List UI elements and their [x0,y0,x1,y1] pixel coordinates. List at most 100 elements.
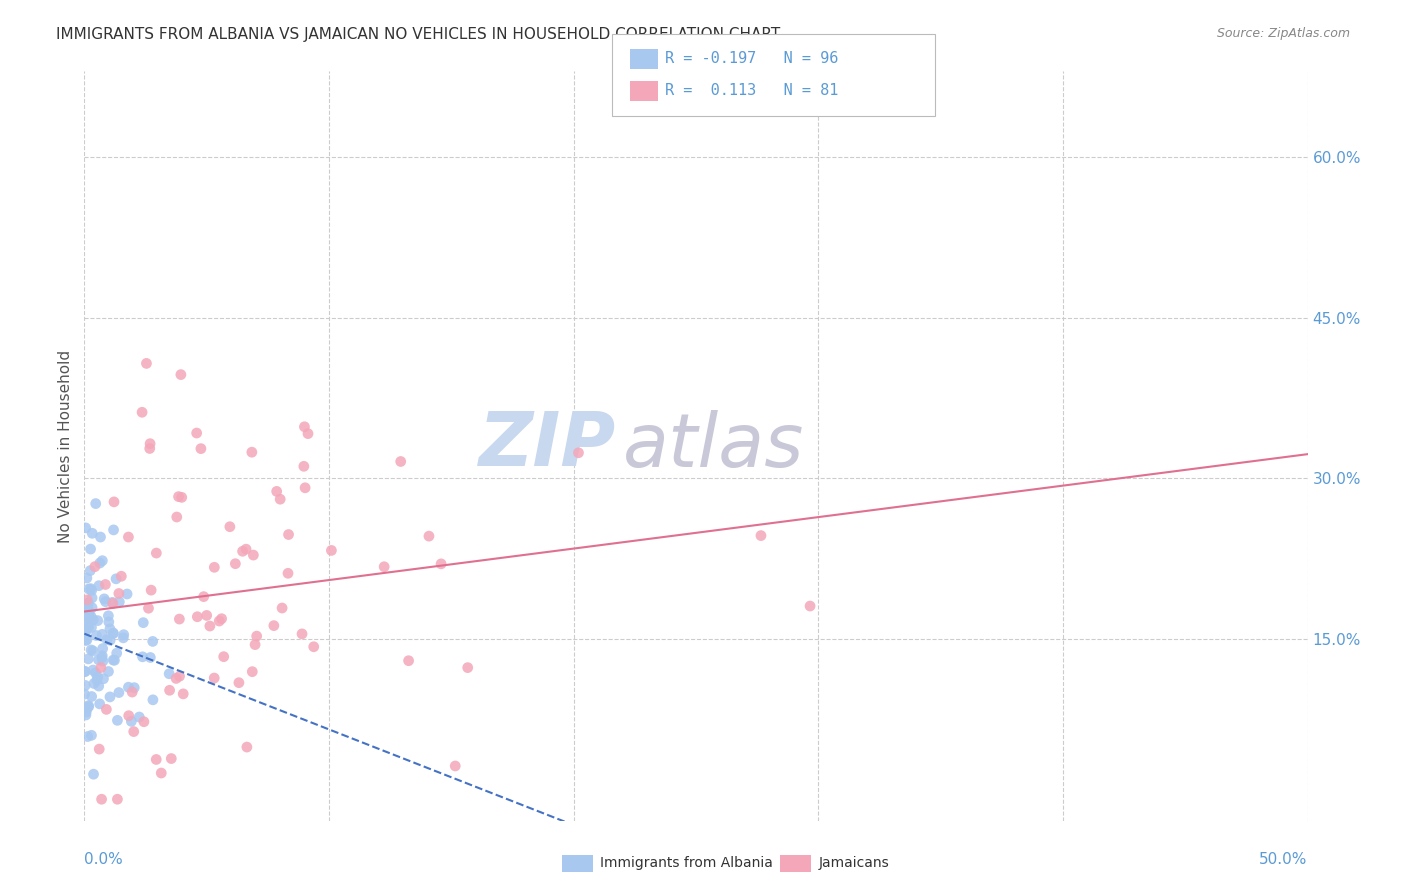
Immigrants from Albania [94,595,117,609]
Immigrants from Albania [83,767,105,781]
Immigrants from Albania [76,610,98,624]
Immigrants from Albania [91,641,114,656]
Immigrants from Albania [98,690,121,704]
Immigrants from Albania [96,632,118,647]
Jamaicans [105,792,128,806]
Immigrants from Albania [79,542,101,557]
Immigrants from Albania [107,714,129,728]
Immigrants from Albania [103,653,125,667]
Jamaicans [90,792,112,806]
Immigrants from Albania [77,601,100,615]
Immigrants from Albania [84,628,107,642]
Jamaicans [266,484,288,499]
Immigrants from Albania [91,648,114,663]
Immigrants from Albania [82,663,104,677]
Jamaicans [90,660,112,674]
Immigrants from Albania [139,650,162,665]
Jamaicans [145,752,167,766]
Jamaicans [121,685,143,699]
Immigrants from Albania [86,673,108,687]
Jamaicans [141,583,163,598]
Immigrants from Albania [115,587,138,601]
Jamaicans [292,459,315,474]
Jamaicans [186,425,208,440]
Text: Source: ZipAtlas.com: Source: ZipAtlas.com [1216,27,1350,40]
Jamaicans [145,546,167,560]
Jamaicans [389,454,412,468]
Jamaicans [212,649,235,664]
Jamaicans [211,612,233,626]
Immigrants from Albania [157,666,180,681]
Text: ZIP: ZIP [479,409,616,483]
Jamaicans [430,557,453,571]
Jamaicans [170,368,193,382]
Jamaicans [132,714,155,729]
Immigrants from Albania [84,665,107,680]
Immigrants from Albania [76,730,98,744]
Immigrants from Albania [108,685,131,699]
Immigrants from Albania [73,665,96,679]
Immigrants from Albania [77,652,100,666]
Jamaicans [122,724,145,739]
Immigrants from Albania [103,626,125,640]
Jamaicans [202,560,225,574]
Text: IMMIGRANTS FROM ALBANIA VS JAMAICAN NO VEHICLES IN HOUSEHOLD CORRELATION CHART: IMMIGRANTS FROM ALBANIA VS JAMAICAN NO V… [56,27,780,42]
Jamaicans [271,601,294,615]
Jamaicans [297,426,319,441]
Jamaicans [457,660,479,674]
Jamaicans [235,542,257,557]
Jamaicans [139,436,162,450]
Jamaicans [202,671,225,685]
Immigrants from Albania [80,643,103,657]
Text: R = -0.197   N = 96: R = -0.197 N = 96 [665,52,838,66]
Text: R =  0.113   N = 81: R = 0.113 N = 81 [665,84,838,98]
Jamaicans [246,629,269,643]
Jamaicans [444,759,467,773]
Jamaicans [110,569,132,583]
Immigrants from Albania [87,614,110,628]
Immigrants from Albania [75,665,97,679]
Immigrants from Albania [75,705,97,719]
Jamaicans [224,557,246,571]
Jamaicans [228,675,250,690]
Immigrants from Albania [86,670,108,684]
Jamaicans [169,612,191,626]
Jamaicans [302,640,325,654]
Immigrants from Albania [103,523,125,537]
Immigrants from Albania [79,564,101,578]
Jamaicans [165,672,187,686]
Jamaicans [195,608,218,623]
Immigrants from Albania [87,653,110,667]
Jamaicans [94,577,117,591]
Text: Jamaicans: Jamaicans [818,856,889,871]
Immigrants from Albania [93,672,115,686]
Immigrants from Albania [87,679,110,693]
Jamaicans [131,405,153,419]
Immigrants from Albania [82,613,104,627]
Immigrants from Albania [98,622,121,636]
Immigrants from Albania [77,699,100,714]
Jamaicans [138,601,160,615]
Jamaicans [190,442,212,456]
Immigrants from Albania [80,609,103,624]
Jamaicans [166,510,188,524]
Immigrants from Albania [103,653,125,667]
Text: Immigrants from Albania: Immigrants from Albania [600,856,773,871]
Jamaicans [418,529,440,543]
Y-axis label: No Vehicles in Household: No Vehicles in Household [58,350,73,542]
Immigrants from Albania [91,654,114,668]
Immigrants from Albania [80,600,103,615]
Jamaicans [749,528,772,542]
Immigrants from Albania [89,530,111,544]
Jamaicans [242,548,264,562]
Jamaicans [108,586,131,600]
Immigrants from Albania [82,526,104,541]
Immigrants from Albania [77,596,100,610]
Immigrants from Albania [97,665,120,679]
Immigrants from Albania [112,631,135,645]
Immigrants from Albania [122,681,145,695]
Immigrants from Albania [103,626,125,640]
Immigrants from Albania [131,649,153,664]
Immigrants from Albania [80,728,103,742]
Immigrants from Albania [77,620,100,634]
